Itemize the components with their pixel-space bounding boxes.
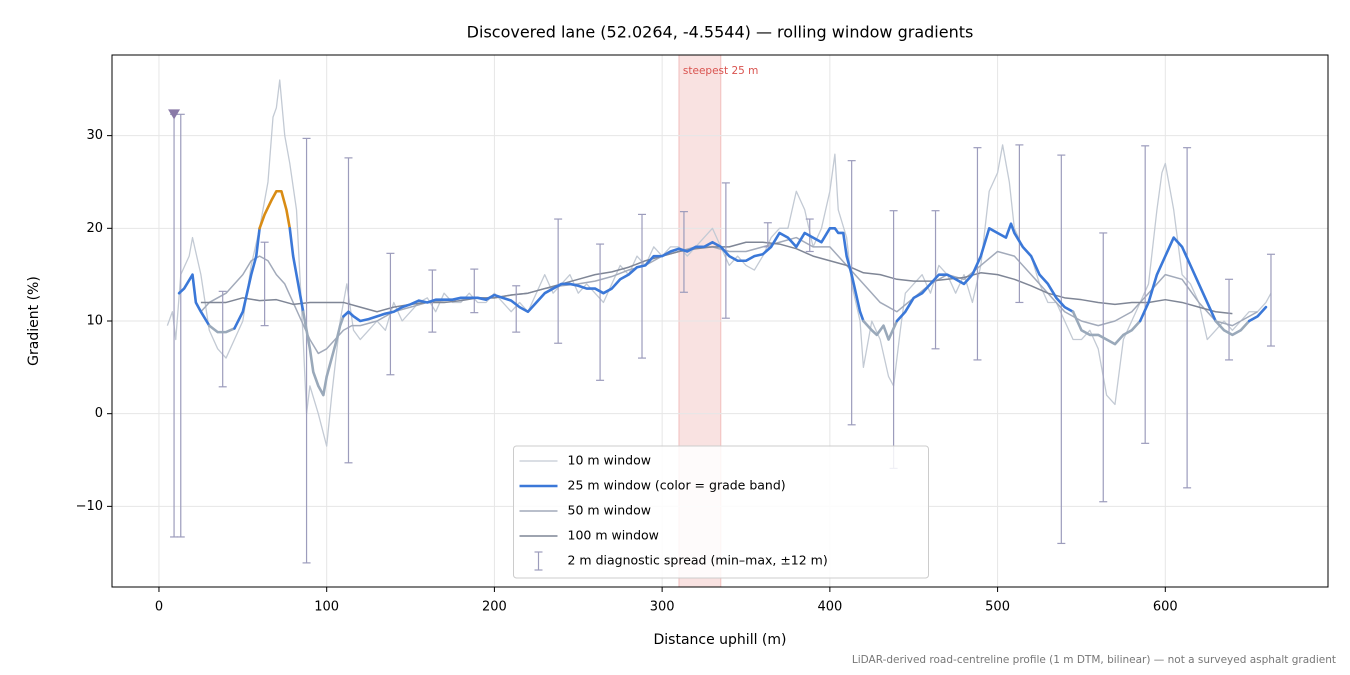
line-series-band xyxy=(1071,310,1142,346)
y-tick-label: 30 xyxy=(86,128,103,143)
plot-frame xyxy=(111,54,1329,588)
line-series-band xyxy=(258,189,292,230)
x-tick-label: 600 xyxy=(1153,600,1178,615)
line-series-band xyxy=(233,227,261,330)
line-series-band xyxy=(862,319,899,341)
span-label: steepest 25 m xyxy=(683,65,758,77)
y-axis-label: Gradient (%) xyxy=(26,276,42,366)
x-tick-label: 300 xyxy=(650,600,675,615)
y-tick-label: 20 xyxy=(86,221,103,236)
line-series-band xyxy=(177,273,211,327)
legend-label: 25 m window (color = grade band) xyxy=(568,478,786,493)
line-series-band xyxy=(207,324,236,334)
line-series-band xyxy=(1138,236,1217,323)
y-tick-label: 0 xyxy=(95,406,103,421)
chart-title: Discovered lane (52.0264, -4.5544) — rol… xyxy=(467,23,974,42)
legend-label: 2 m diagnostic spread (min–max, ±12 m) xyxy=(568,553,828,568)
x-tick-label: 400 xyxy=(817,600,842,615)
line-series-band xyxy=(895,222,1075,323)
marker xyxy=(168,109,181,120)
x-tick-label: 100 xyxy=(314,600,339,615)
x-axis-label: Distance uphill (m) xyxy=(654,632,787,648)
y-tick-label: −10 xyxy=(76,499,103,514)
line-series-band xyxy=(1247,305,1268,323)
line-series-band xyxy=(301,310,345,397)
legend-label: 50 m window xyxy=(568,503,651,518)
x-tick-label: 0 xyxy=(155,600,163,615)
legend-label: 100 m window xyxy=(568,528,659,543)
footnote: LiDAR-derived road-centreline profile (1… xyxy=(852,654,1336,666)
line-series-band xyxy=(1214,319,1251,337)
line-series xyxy=(166,79,1272,447)
x-tick-label: 200 xyxy=(482,600,507,615)
y-tick-label: 10 xyxy=(86,314,103,329)
legend-box xyxy=(513,445,929,579)
legend: 10 m window 25 m window (color = grade ba… xyxy=(513,445,929,579)
x-tick-label: 500 xyxy=(985,600,1010,615)
line-series-band xyxy=(288,227,305,314)
line-series-band xyxy=(342,227,865,323)
legend-label: 10 m window xyxy=(568,453,651,468)
